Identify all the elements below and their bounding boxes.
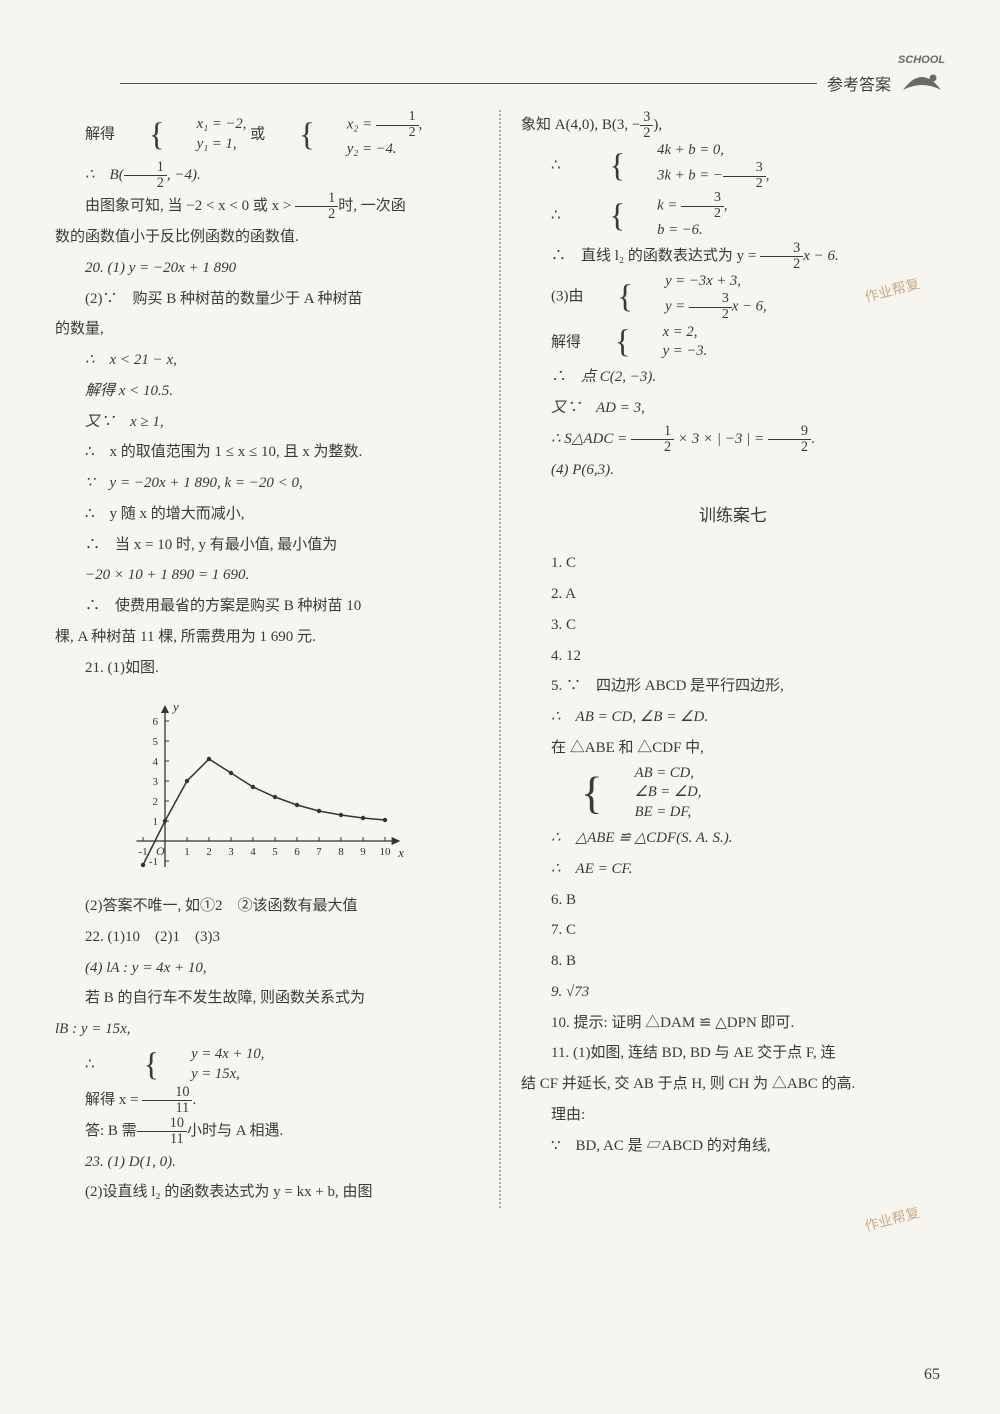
header-rule: [120, 83, 817, 84]
svg-text:2: 2: [153, 796, 159, 808]
text-line: 8. B: [521, 946, 945, 977]
svg-text:-1: -1: [138, 846, 147, 858]
text-line: 象知 A(4,0), B(3, −32),: [521, 110, 945, 141]
text-line: ∴ AB = CD, ∠B = ∠D.: [521, 702, 945, 733]
text-line: ∴ AE = CF.: [521, 854, 945, 885]
svg-text:y: y: [171, 699, 179, 714]
text-line: 又∵ AD = 3,: [521, 393, 945, 424]
text-line: ∴ { y = 4x + 10, y = 15x,: [55, 1045, 479, 1085]
text-line: 解得 x < 10.5.: [55, 376, 479, 407]
text-line: { AB = CD, ∠B = ∠D, BE = DF,: [521, 764, 945, 824]
text-line: 5. ∵ 四边形 ABCD 是平行四边形,: [521, 671, 945, 702]
text-line: −20 × 10 + 1 890 = 1 690.: [55, 560, 479, 591]
text-line: ∴ x < 21 − x,: [55, 345, 479, 376]
text-line: ∴ △ABE ≌ △CDF(S. A. S.).: [521, 823, 945, 854]
text-line: 22. (1)10 (2)1 (3)3: [55, 922, 479, 953]
text-line: 理由:: [521, 1100, 945, 1131]
text-line: 又∵ x ≥ 1,: [55, 407, 479, 438]
text-line: (4) P(6,3).: [521, 455, 945, 486]
text-line: 解得 { x = 2, y = −3.: [521, 323, 945, 363]
text-line: ∵ BD, AC 是 ▱ABCD 的对角线,: [521, 1131, 945, 1162]
text-line: 1. C: [521, 548, 945, 579]
text-line: ∴ 使费用最省的方案是购买 B 种树苗 10: [55, 591, 479, 622]
header-title: 参考答案: [827, 71, 891, 95]
text-line: 数的函数值小于反比例函数的函数值.: [55, 222, 479, 253]
column-divider: [499, 110, 501, 1208]
content-columns: 解得 { x₁ = −2, y₁ = 1, 或 { x₂ = 12, y₂ = …: [55, 110, 945, 1208]
text-line: 解得 x = 1011.: [55, 1085, 479, 1116]
text-line: ∴ x 的取值范围为 1 ≤ x ≤ 10, 且 x 为整数.: [55, 437, 479, 468]
svg-text:10: 10: [380, 846, 392, 858]
text-line: ∴ y 随 x 的增大而减小,: [55, 499, 479, 530]
svg-text:5: 5: [153, 736, 159, 748]
page-header: 参考答案: [120, 60, 945, 106]
text-line: ∴ { k = 32, b = −6.: [521, 191, 945, 241]
text-line: ∴ S△ADC = 12 × 3 × | −3 | = 92.: [521, 424, 945, 455]
text-line: 由图象可知, 当 −2 < x < 0 或 x > 12时, 一次函: [55, 191, 479, 222]
text-line: (2)∵ 购买 B 种树苗的数量少于 A 种树苗: [55, 284, 479, 315]
svg-text:6: 6: [294, 846, 300, 858]
text-line: 在 △ABE 和 △CDF 中,: [521, 733, 945, 764]
text-line: 解得 { x₁ = −2, y₁ = 1, 或 { x₂ = 12, y₂ = …: [55, 110, 479, 160]
text-line: ∴ B(12, −4).: [55, 160, 479, 191]
text-line: 23. (1) D(1, 0).: [55, 1147, 479, 1178]
svg-text:4: 4: [250, 846, 256, 858]
svg-text:2: 2: [206, 846, 212, 858]
svg-text:1: 1: [153, 816, 159, 828]
text-line: 棵, A 种树苗 11 棵, 所需费用为 1 690 元.: [55, 622, 479, 653]
text-line: (2)答案不唯一, 如①2 ②该函数有最大值: [55, 891, 479, 922]
text-line: lB : y = 15x,: [55, 1014, 479, 1045]
text-line: ∴ 当 x = 10 时, y 有最小值, 最小值为: [55, 530, 479, 561]
text-line: 4. 12: [521, 641, 945, 672]
svg-text:1: 1: [184, 846, 190, 858]
text-line: ∴ 直线 l₂ 的函数表达式为 y = 32x − 6.: [521, 241, 945, 272]
text-line: 9. √73: [521, 977, 945, 1008]
svg-text:8: 8: [338, 846, 344, 858]
text-line: 7. C: [521, 915, 945, 946]
text-line: 10. 提示: 证明 △DAM ≌ △DPN 即可.: [521, 1008, 945, 1039]
svg-text:O: O: [156, 844, 165, 858]
svg-text:x: x: [397, 845, 404, 860]
function-graph: -112345678910-1123456Oxy: [125, 691, 405, 883]
right-column: 象知 A(4,0), B(3, −32), ∴ { 4k + b = 0, 3k…: [503, 110, 945, 1208]
text-line: ∴ { 4k + b = 0, 3k + b = −32,: [521, 141, 945, 191]
text-line: 结 CF 并延长, 交 AB 于点 H, 则 CH 为 △ABC 的高.: [521, 1069, 945, 1100]
text-line: 答: B 需1011小时与 A 相遇.: [55, 1116, 479, 1147]
svg-text:4: 4: [153, 756, 159, 768]
logo-text: SCHOOL: [898, 54, 945, 66]
school-logo-icon: [899, 60, 945, 106]
left-column: 解得 { x₁ = −2, y₁ = 1, 或 { x₂ = 12, y₂ = …: [55, 110, 497, 1208]
text-line: 20. (1) y = −20x + 1 890: [55, 253, 479, 284]
text-line: 11. (1)如图, 连结 BD, BD 与 AE 交于点 F, 连: [521, 1038, 945, 1069]
section-title: 训练案七: [521, 499, 945, 534]
page-number: 65: [924, 1366, 940, 1384]
text-line: 若 B 的自行车不发生故障, 则函数关系式为: [55, 983, 479, 1014]
text-line: ∵ y = −20x + 1 890, k = −20 < 0,: [55, 468, 479, 499]
svg-text:3: 3: [153, 776, 159, 788]
svg-text:9: 9: [360, 846, 366, 858]
text-line: 6. B: [521, 885, 945, 916]
text-line: 3. C: [521, 610, 945, 641]
svg-text:7: 7: [316, 846, 322, 858]
svg-text:6: 6: [153, 716, 159, 728]
text-line: ∴ 点 C(2, −3).: [521, 362, 945, 393]
text-line: (4) lA : y = 4x + 10,: [55, 953, 479, 984]
svg-text:5: 5: [272, 846, 278, 858]
text-line: (2)设直线 l₂ 的函数表达式为 y = kx + b, 由图: [55, 1177, 479, 1208]
text-line: 21. (1)如图.: [55, 653, 479, 684]
svg-text:3: 3: [228, 846, 234, 858]
text-line: 2. A: [521, 579, 945, 610]
text-line: 的数量,: [55, 314, 479, 345]
